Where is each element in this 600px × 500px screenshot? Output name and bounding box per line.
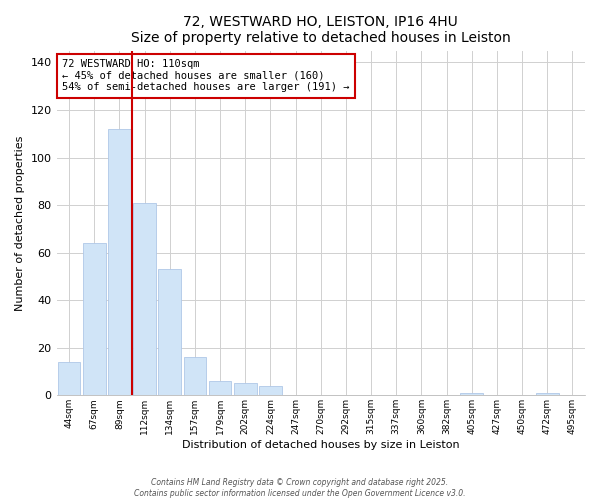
Bar [536,393,559,396]
Bar [133,202,156,396]
Y-axis label: Number of detached properties: Number of detached properties [15,135,25,310]
Bar [209,381,232,396]
Bar [259,386,282,396]
Bar [83,243,106,396]
Bar [184,357,206,396]
Text: 72 WESTWARD HO: 110sqm
← 45% of detached houses are smaller (160)
54% of semi-de: 72 WESTWARD HO: 110sqm ← 45% of detached… [62,59,349,92]
Title: 72, WESTWARD HO, LEISTON, IP16 4HU
Size of property relative to detached houses : 72, WESTWARD HO, LEISTON, IP16 4HU Size … [131,15,511,45]
Bar [108,129,131,396]
Bar [158,270,181,396]
X-axis label: Distribution of detached houses by size in Leiston: Distribution of detached houses by size … [182,440,460,450]
Bar [58,362,80,396]
Bar [234,384,257,396]
Text: Contains HM Land Registry data © Crown copyright and database right 2025.
Contai: Contains HM Land Registry data © Crown c… [134,478,466,498]
Bar [460,393,483,396]
